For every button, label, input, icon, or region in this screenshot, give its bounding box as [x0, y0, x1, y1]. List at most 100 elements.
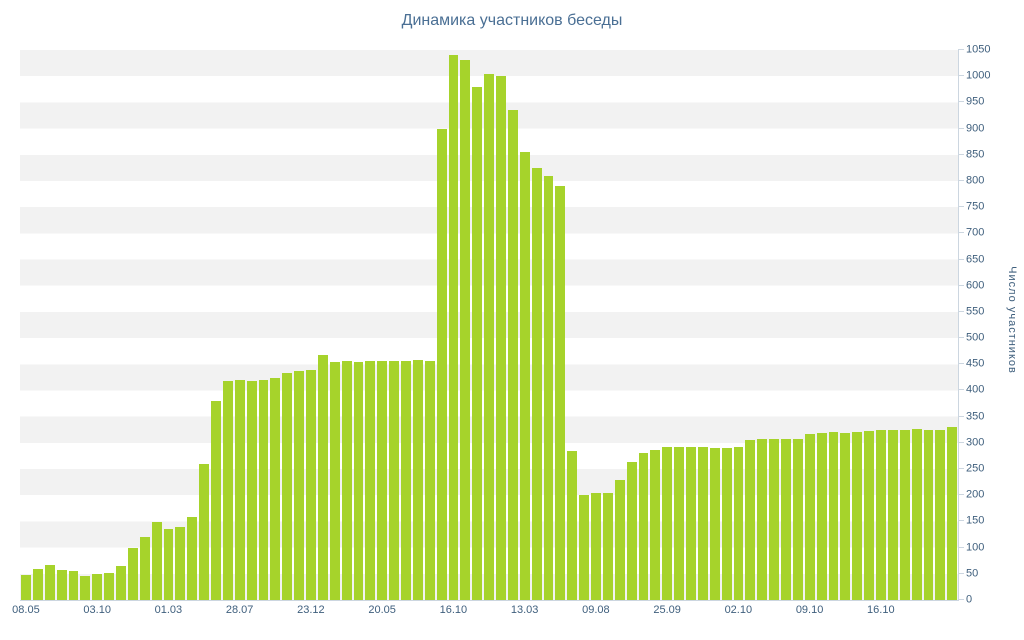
y-axis-tick: [958, 49, 964, 50]
bar[interactable]: [911, 429, 922, 600]
bar[interactable]: [757, 438, 768, 600]
bar[interactable]: [365, 361, 376, 600]
bar[interactable]: [270, 377, 281, 600]
bar[interactable]: [852, 432, 863, 600]
bar[interactable]: [864, 431, 874, 600]
bar[interactable]: [769, 439, 779, 600]
bar[interactable]: [412, 360, 423, 600]
y-axis-title: Число участников: [1006, 266, 1018, 374]
bar[interactable]: [211, 400, 221, 600]
bar[interactable]: [567, 450, 578, 600]
bar[interactable]: [306, 370, 316, 600]
bar[interactable]: [876, 429, 886, 600]
bar[interactable]: [139, 537, 150, 600]
y-axis-tick: [958, 599, 964, 600]
bar[interactable]: [175, 526, 186, 600]
bar[interactable]: [187, 517, 198, 600]
bar[interactable]: [555, 186, 566, 600]
bar[interactable]: [816, 433, 827, 600]
y-axis-ticks: [958, 49, 964, 600]
bar[interactable]: [401, 360, 411, 600]
x-axis-labels: 08.05 03.10 01.03 28.07 23.12 20.05 16.10 13.03…: [12, 604, 958, 620]
bar[interactable]: [602, 492, 613, 600]
bar[interactable]: [151, 522, 162, 600]
bar[interactable]: [353, 361, 364, 600]
bar[interactable]: [329, 361, 340, 600]
bar[interactable]: [614, 479, 625, 600]
bar[interactable]: [697, 447, 708, 600]
bar[interactable]: [721, 448, 732, 600]
bar[interactable]: [507, 110, 518, 600]
bar[interactable]: [923, 429, 934, 600]
bar[interactable]: [686, 446, 696, 600]
bar[interactable]: [246, 381, 257, 600]
bar[interactable]: [44, 564, 55, 600]
bar[interactable]: [258, 380, 269, 600]
plot-area: [20, 50, 959, 601]
bar[interactable]: [92, 573, 103, 600]
bar[interactable]: [460, 60, 471, 600]
bar[interactable]: [899, 430, 910, 600]
bar[interactable]: [472, 86, 483, 600]
bar[interactable]: [591, 492, 601, 600]
bar[interactable]: [519, 152, 530, 600]
y-axis-label: 300: [966, 436, 985, 449]
bar[interactable]: [341, 361, 352, 600]
y-axis-label: 0: [966, 593, 973, 606]
bar[interactable]: [199, 463, 209, 600]
bar[interactable]: [282, 373, 293, 600]
y-axis-tick: [958, 337, 964, 339]
bar[interactable]: [662, 446, 673, 600]
bar[interactable]: [56, 569, 67, 600]
bar[interactable]: [804, 433, 815, 600]
y-axis-label: 100: [966, 541, 985, 554]
y-axis-tick: [958, 415, 964, 417]
bar[interactable]: [116, 565, 126, 600]
bar[interactable]: [377, 361, 388, 600]
bar[interactable]: [68, 571, 79, 600]
bar[interactable]: [32, 568, 43, 600]
bar[interactable]: [840, 433, 851, 600]
bar[interactable]: [887, 429, 898, 600]
bar[interactable]: [947, 427, 958, 600]
bar[interactable]: [389, 360, 399, 600]
bar[interactable]: [579, 495, 589, 600]
bar[interactable]: [781, 438, 791, 600]
bar[interactable]: [448, 55, 459, 600]
y-axis-label: 650: [966, 253, 985, 266]
bar[interactable]: [543, 175, 554, 600]
bar[interactable]: [21, 574, 31, 600]
x-axis-label: 28.07: [225, 604, 254, 616]
bar[interactable]: [792, 438, 803, 600]
bar[interactable]: [80, 576, 91, 600]
bar[interactable]: [104, 572, 114, 600]
bar[interactable]: [733, 446, 744, 600]
bar[interactable]: [828, 432, 839, 600]
bar[interactable]: [484, 73, 494, 600]
bar[interactable]: [709, 448, 720, 600]
bar[interactable]: [222, 381, 233, 600]
y-axis-label: 500: [966, 331, 985, 344]
bar[interactable]: [127, 547, 138, 600]
x-axis-label: 03.10: [83, 604, 111, 616]
bar[interactable]: [531, 167, 542, 600]
y-axis-tick: [958, 153, 964, 155]
bar[interactable]: [626, 462, 637, 600]
bar[interactable]: [496, 76, 506, 600]
bar[interactable]: [317, 354, 328, 600]
bar[interactable]: [674, 446, 684, 600]
bar[interactable]: [294, 371, 304, 600]
bar[interactable]: [650, 449, 661, 600]
bar[interactable]: [935, 429, 946, 600]
bar[interactable]: [436, 128, 447, 600]
bar[interactable]: [638, 453, 649, 600]
bar[interactable]: [424, 360, 435, 600]
x-axis-label: 16.10: [867, 604, 895, 616]
bar[interactable]: [745, 440, 756, 600]
y-axis-tick: [958, 363, 964, 365]
y-axis-tick: [958, 179, 964, 181]
bar[interactable]: [163, 529, 174, 600]
bar[interactable]: [234, 380, 245, 600]
y-axis-tick: [958, 546, 964, 548]
